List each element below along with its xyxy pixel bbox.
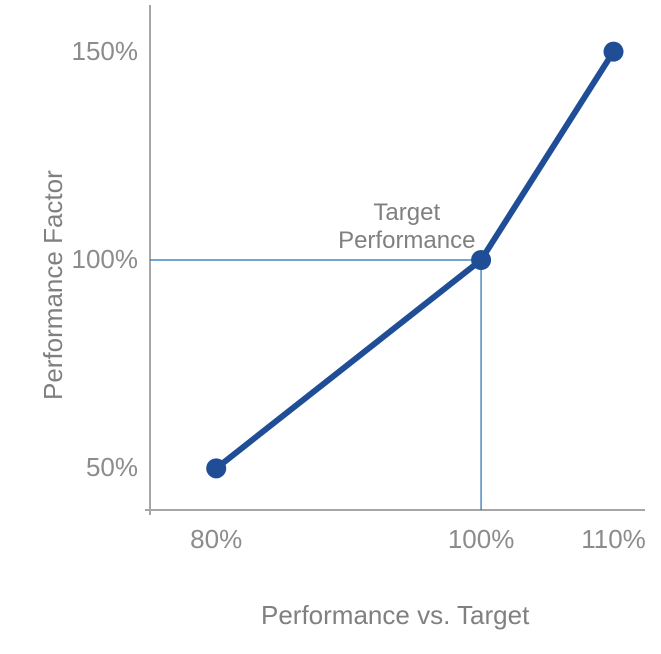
- y-tick-label: 50%: [86, 452, 138, 483]
- data-point-0: [206, 458, 226, 478]
- x-tick-label: 110%: [574, 524, 654, 555]
- x-tick-label: 100%: [441, 524, 521, 555]
- target-performance-label: Target Performance: [338, 199, 475, 254]
- chart-svg: [0, 0, 661, 654]
- data-point-2: [604, 42, 624, 62]
- y-tick-label: 100%: [72, 244, 139, 275]
- y-axis-title: Performance Factor: [38, 170, 69, 400]
- y-tick-label: 150%: [72, 36, 139, 67]
- target-label-line2: Performance: [338, 227, 475, 254]
- x-axis-title: Performance vs. Target: [261, 600, 529, 631]
- x-tick-label: 80%: [176, 524, 256, 555]
- performance-chart: Performance Factor Performance vs. Targe…: [0, 0, 661, 654]
- target-label-line1: Target: [373, 199, 440, 226]
